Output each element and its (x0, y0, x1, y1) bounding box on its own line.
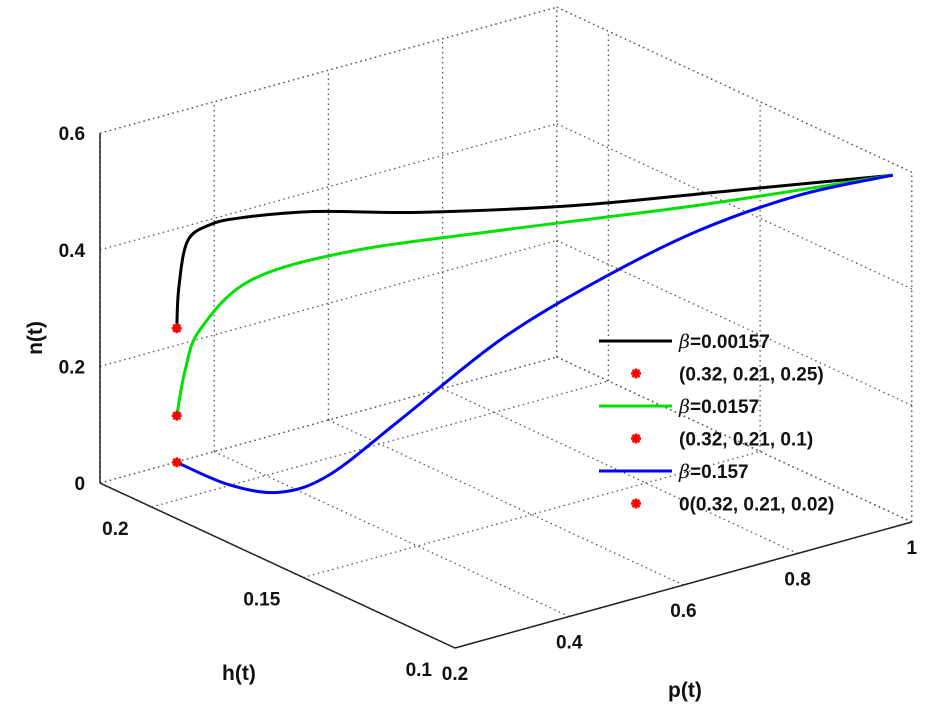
data-marker (171, 323, 182, 334)
z-tick-label: 0 (74, 474, 85, 495)
series-layer (175, 173, 894, 495)
legend-entry: β=0.0157 (599, 396, 759, 418)
star-core (633, 370, 639, 377)
series-line (176, 173, 894, 495)
legend-marker-swatch (631, 368, 641, 379)
x-tick-label: 0.8 (784, 570, 810, 591)
z-tick-label: 0.4 (59, 241, 86, 262)
legend-marker-swatch (631, 433, 641, 444)
x-tick-label: 0.6 (670, 601, 696, 622)
legend-entry: 0(0.32, 0.21, 0.02) (631, 495, 834, 516)
floor-grid-line (328, 419, 684, 586)
box-edge (556, 356, 913, 523)
x-axis-line (454, 521, 912, 649)
y-tick-label: 0.15 (243, 590, 280, 611)
legend-label: β=0.00157 (678, 331, 770, 353)
y-axis-line (99, 482, 456, 649)
legend-entry: (0.32, 0.21, 0.25) (631, 365, 824, 386)
data-marker (171, 457, 182, 468)
y-tick-label: 0.1 (406, 660, 433, 681)
series-line (175, 173, 893, 329)
x-axis-label: p(t) (668, 679, 702, 702)
box-edge (556, 6, 913, 173)
wall-grid-line (556, 123, 913, 290)
legend-entry: β=0.157 (599, 461, 749, 483)
z-axis-label: n(t) (24, 321, 47, 355)
legend: β=0.00157 (0.32, 0.21, 0.25) β=0.0157 (0.32… (599, 331, 834, 516)
legend-label: 0(0.32, 0.21, 0.02) (679, 495, 834, 516)
legend-label: (0.32, 0.21, 0.1) (679, 430, 813, 451)
legend-label: (0.32, 0.21, 0.25) (679, 365, 824, 386)
x-tick-label: 0.4 (556, 633, 583, 654)
star-core (633, 435, 639, 442)
tick-labels: 0.2 0.4 0.6 0.8 1 0.1 0.15 0.2 0 0.2 0.4 0.6 (59, 124, 918, 685)
series-line (175, 173, 893, 416)
z-tick-label: 0.6 (59, 124, 85, 145)
star-core (173, 412, 180, 419)
star-core (173, 459, 180, 466)
marker-layer (171, 323, 182, 468)
data-marker (171, 410, 182, 421)
star-core (173, 325, 180, 332)
y-tick-label: 0.2 (102, 519, 128, 540)
legend-entry: (0.32, 0.21, 0.1) (631, 430, 813, 451)
floor-grid-line (151, 380, 609, 508)
legend-entry: β=0.00157 (599, 331, 770, 353)
z-tick-label: 0.2 (59, 357, 85, 378)
legend-label: β=0.0157 (678, 396, 759, 418)
y-axis-label: h(t) (222, 662, 256, 685)
floor-grid-line (213, 450, 570, 618)
legend-label: β=0.157 (678, 461, 749, 483)
wall-grid-line (556, 239, 913, 406)
grid-lines (99, 6, 913, 649)
x-tick-label: 1 (907, 538, 918, 559)
x-tick-label: 0.2 (442, 664, 468, 685)
star-core (633, 500, 639, 507)
legend-marker-swatch (631, 498, 641, 509)
